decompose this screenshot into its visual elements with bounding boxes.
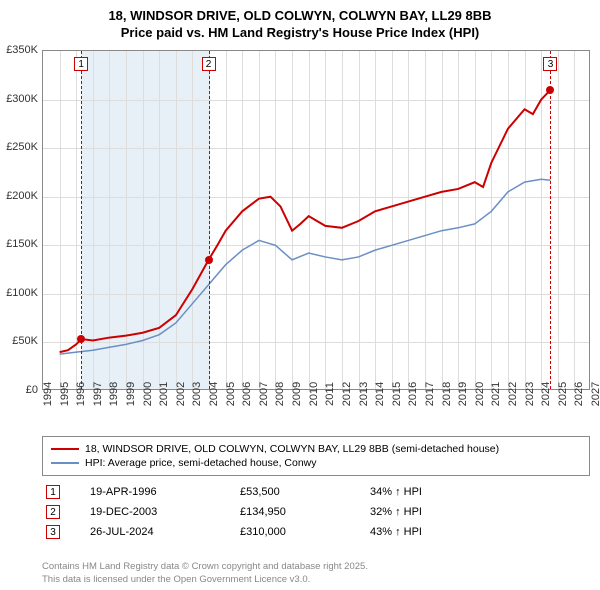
xtick-label: 2017 (424, 382, 436, 406)
xtick-label: 2006 (241, 382, 253, 406)
sale-point-1 (77, 335, 85, 343)
xtick-label: 2019 (457, 382, 469, 406)
title-line1: 18, WINDSOR DRIVE, OLD COLWYN, COLWYN BA… (108, 8, 491, 23)
ytick-label: £50K (12, 335, 38, 347)
sale-price: £134,950 (240, 506, 370, 518)
xtick-label: 1997 (92, 382, 104, 406)
sale-price: £310,000 (240, 526, 370, 538)
footer-attribution: Contains HM Land Registry data © Crown c… (42, 561, 368, 586)
xtick-label: 2016 (407, 382, 419, 406)
xtick-label: 2018 (441, 382, 453, 406)
xtick-label: 2013 (358, 382, 370, 406)
footer-line1: Contains HM Land Registry data © Crown c… (42, 561, 368, 572)
xtick-label: 2012 (341, 382, 353, 406)
legend-swatch (51, 448, 79, 450)
xtick-label: 2020 (474, 382, 486, 406)
legend-item: 18, WINDSOR DRIVE, OLD COLWYN, COLWYN BA… (51, 442, 581, 456)
ytick-label: £0 (26, 384, 38, 396)
xtick-label: 2021 (490, 382, 502, 406)
xtick-label: 2000 (142, 382, 154, 406)
sale-date: 19-APR-1996 (90, 486, 240, 498)
title-line2: Price paid vs. HM Land Registry's House … (121, 25, 480, 40)
xtick-label: 1998 (108, 382, 120, 406)
xtick-label: 2026 (573, 382, 585, 406)
xtick-label: 2015 (391, 382, 403, 406)
xtick-label: 2011 (324, 382, 336, 406)
sale-point-2 (205, 256, 213, 264)
sale-row-2: 2 19-DEC-2003£134,95032% ↑ HPI (42, 502, 590, 522)
ytick-label: £150K (6, 238, 38, 250)
xtick-label: 2004 (208, 382, 220, 406)
xtick-label: 2022 (507, 382, 519, 406)
ytick-label: £200K (6, 190, 38, 202)
ytick-label: £100K (6, 287, 38, 299)
sale-row-marker: 2 (46, 505, 60, 519)
xtick-label: 1996 (75, 382, 87, 406)
xtick-label: 1994 (42, 382, 54, 406)
sale-vline-3 (550, 51, 551, 389)
legend-item: HPI: Average price, semi-detached house,… (51, 456, 581, 470)
sale-hpi: 32% ↑ HPI (370, 506, 422, 518)
legend-box: 18, WINDSOR DRIVE, OLD COLWYN, COLWYN BA… (42, 436, 590, 476)
ytick-label: £300K (6, 93, 38, 105)
sale-row-marker: 1 (46, 485, 60, 499)
sale-row-1: 1 19-APR-1996£53,50034% ↑ HPI (42, 482, 590, 502)
xtick-label: 2002 (175, 382, 187, 406)
xtick-label: 2010 (308, 382, 320, 406)
sale-row-3: 3 26-JUL-2024£310,00043% ↑ HPI (42, 522, 590, 542)
legend-label: 18, WINDSOR DRIVE, OLD COLWYN, COLWYN BA… (85, 443, 499, 455)
xtick-label: 2005 (225, 382, 237, 406)
sale-hpi: 43% ↑ HPI (370, 526, 422, 538)
sales-table: 1 19-APR-1996£53,50034% ↑ HPI 2 19-DEC-2003… (42, 482, 590, 542)
ytick-label: £350K (6, 44, 38, 56)
xtick-label: 2014 (374, 382, 386, 406)
line-svg (43, 51, 591, 391)
xtick-label: 2023 (524, 382, 536, 406)
xtick-label: 1999 (125, 382, 137, 406)
xtick-label: 2025 (557, 382, 569, 406)
chart-title: 18, WINDSOR DRIVE, OLD COLWYN, COLWYN BA… (0, 0, 600, 42)
xtick-label: 2009 (291, 382, 303, 406)
legend-swatch (51, 462, 79, 464)
sale-vline-2 (209, 51, 210, 389)
sale-hpi: 34% ↑ HPI (370, 486, 422, 498)
sale-marker-3: 3 (543, 57, 557, 71)
xtick-label: 1995 (59, 382, 71, 406)
sale-point-3 (546, 86, 554, 94)
sale-row-marker: 3 (46, 525, 60, 539)
xtick-label: 2027 (590, 382, 600, 406)
xtick-label: 2001 (158, 382, 170, 406)
sale-date: 26-JUL-2024 (90, 526, 240, 538)
legend-label: HPI: Average price, semi-detached house,… (85, 457, 317, 469)
footer-line2: This data is licensed under the Open Gov… (42, 574, 310, 585)
series-hpi (60, 179, 551, 354)
chart-area: 123 £0£50K£100K£150K£200K£250K£300K£350K… (42, 50, 590, 420)
sale-date: 19-DEC-2003 (90, 506, 240, 518)
sale-price: £53,500 (240, 486, 370, 498)
ytick-label: £250K (6, 141, 38, 153)
series-property (60, 90, 551, 352)
xtick-label: 2003 (191, 382, 203, 406)
plot-region: 1 2 3 (42, 50, 590, 390)
xtick-label: 2008 (274, 382, 286, 406)
sale-marker-2: 2 (202, 57, 216, 71)
xtick-label: 2024 (540, 382, 552, 406)
sale-marker-1: 1 (74, 57, 88, 71)
xtick-label: 2007 (258, 382, 270, 406)
